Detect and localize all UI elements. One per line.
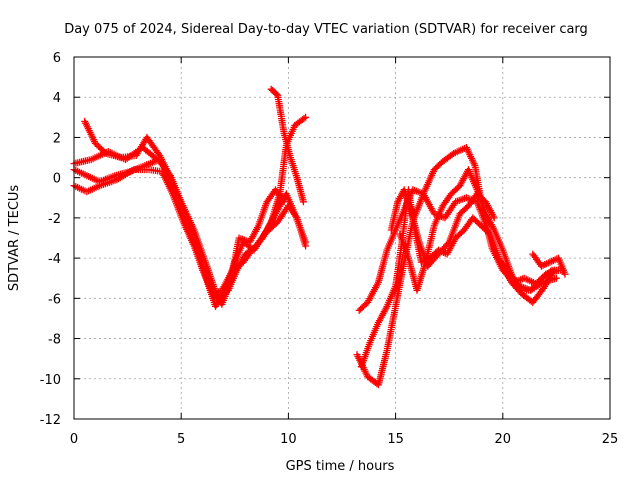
chart-title: Day 075 of 2024, Sidereal Day-to-day VTE…	[64, 22, 588, 37]
x-tick-label: 0	[70, 432, 78, 447]
y-axis-label: SDTVAR / TECUs	[7, 185, 22, 292]
grid-lines	[74, 57, 610, 419]
y-tick-label: 2	[53, 131, 61, 146]
data-point-marker	[490, 214, 498, 222]
data-point-marker	[302, 113, 310, 121]
y-tick-label: -12	[40, 413, 61, 428]
y-tick-label: -8	[48, 333, 61, 348]
series-track-11	[529, 250, 569, 278]
series-track-10	[387, 186, 498, 270]
data-points	[70, 85, 569, 389]
series-track-3	[70, 113, 310, 298]
y-tick-label: 4	[53, 91, 61, 106]
x-tick-label: 10	[280, 432, 297, 447]
series-track-4	[81, 117, 288, 308]
x-tick-label: 15	[387, 432, 404, 447]
data-point-marker	[552, 274, 560, 282]
y-axis-tick-labels: 6 4 2 0 -2 -4 -6 -8 -10 -12	[40, 51, 61, 428]
data-point-marker	[299, 198, 307, 206]
x-axis-tick-labels: 0 5 10 15 20 25	[70, 432, 618, 447]
x-tick-label: 20	[495, 432, 512, 447]
data-point-marker	[280, 198, 288, 206]
x-tick-label: 25	[602, 432, 619, 447]
data-point-marker	[561, 270, 569, 278]
y-tick-label: -6	[48, 292, 61, 307]
series-track-5	[267, 85, 307, 206]
data-point-marker	[547, 267, 555, 275]
y-tick-label: -10	[40, 373, 61, 388]
data-point-marker	[300, 115, 308, 122]
x-axis-label: GPS time / hours	[286, 459, 395, 474]
series-track-9	[396, 166, 567, 294]
series-track-7	[355, 186, 560, 314]
data-point-marker	[272, 90, 280, 98]
tick-marks	[73, 56, 611, 420]
plot-frame	[73, 56, 611, 420]
data-point-marker	[302, 242, 310, 250]
y-tick-label: -4	[48, 252, 61, 267]
x-tick-label: 5	[177, 432, 185, 447]
y-tick-label: -2	[48, 212, 61, 227]
y-tick-label: 6	[53, 51, 61, 66]
y-tick-label: 0	[53, 172, 61, 187]
